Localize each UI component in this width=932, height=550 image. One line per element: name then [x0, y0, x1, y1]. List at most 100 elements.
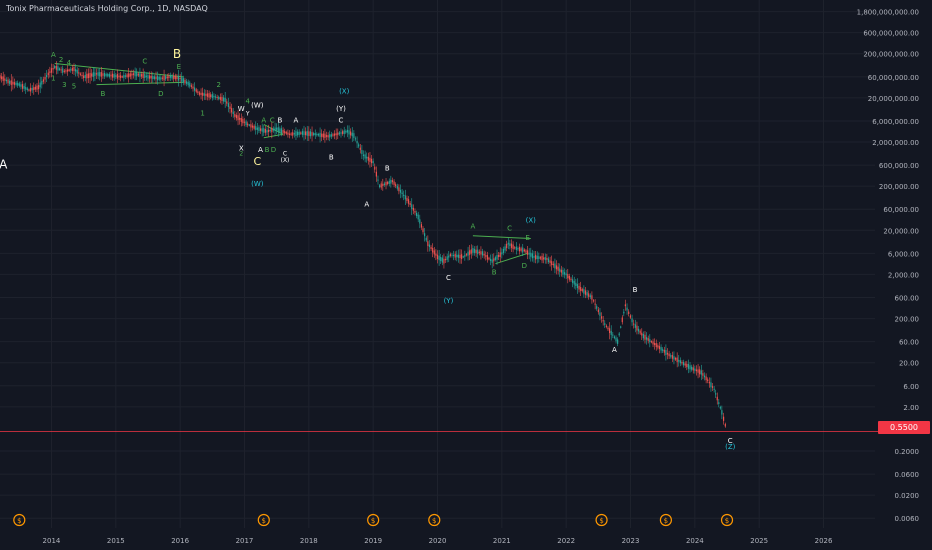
dividend-icon[interactable]: $: [13, 513, 26, 527]
candle-body: [54, 65, 56, 69]
candle-body: [536, 255, 538, 259]
candle-body: [452, 254, 455, 257]
dividend-icon[interactable]: $: [720, 513, 734, 527]
candle-body: [187, 81, 189, 86]
candle-body: [498, 254, 500, 257]
trendline: [54, 63, 184, 78]
candle-body: [506, 243, 508, 249]
candle-body: [205, 93, 207, 96]
candle-body: [526, 250, 529, 255]
dividend-icon[interactable]: $: [257, 513, 270, 527]
candle-body: [256, 127, 258, 130]
candle-body: [554, 263, 556, 269]
wave-label: A: [0, 158, 8, 172]
wave-label: (X): [281, 157, 290, 164]
candle-body: [624, 304, 626, 307]
candle-body: [578, 285, 580, 290]
candle-body: [210, 94, 212, 98]
candle-body: [633, 323, 635, 325]
candle-body: [324, 133, 326, 138]
candle-body: [25, 86, 27, 90]
candle-body: [140, 74, 143, 77]
candle-body: [478, 251, 480, 254]
wave-label: A: [612, 346, 617, 354]
candle-body: [615, 337, 617, 342]
dividend-icon[interactable]: $: [595, 513, 608, 527]
candle-body: [9, 80, 11, 84]
candle-body: [518, 246, 521, 252]
candle-body: [366, 156, 368, 159]
candle-body: [464, 254, 466, 257]
dividend-icon[interactable]: $: [659, 513, 673, 527]
candle-body: [189, 82, 191, 87]
candle-body: [266, 130, 268, 133]
candle-body: [502, 248, 505, 253]
y-tick-label: 200,000.00: [879, 183, 919, 191]
price-axis: 1,800,000,000.00 600,000,000.00 200,000,00…: [857, 9, 919, 524]
candle-body: [446, 256, 448, 260]
wave-label: C: [339, 117, 344, 125]
wave-label: B: [277, 117, 282, 125]
candle-body: [356, 140, 358, 144]
candle-body: [214, 96, 217, 98]
dividend-icon[interactable]: $: [367, 513, 380, 527]
candle-body: [179, 77, 181, 79]
candle-body: [157, 75, 159, 81]
candle-body: [288, 133, 291, 135]
candle-body: [650, 341, 653, 343]
wave-label: (X): [526, 217, 537, 225]
candle-body: [259, 128, 262, 131]
candle-body: [551, 261, 553, 266]
candle-body: [559, 268, 561, 272]
candle-body: [295, 131, 297, 137]
candle-body: [255, 126, 257, 130]
candle-body: [663, 349, 665, 353]
candle-body: [385, 181, 387, 186]
candle-body: [62, 68, 64, 73]
candle-body: [697, 369, 699, 373]
candle-body: [658, 346, 661, 350]
wave-label: X: [239, 144, 244, 152]
wave-label: (Y): [336, 105, 346, 113]
trendline: [263, 133, 284, 139]
candle-body: [713, 388, 715, 390]
candle-body: [547, 258, 550, 263]
candle-body: [560, 269, 562, 273]
candle-body: [87, 73, 90, 79]
y-tick-label: 20.00: [899, 360, 919, 368]
candle-body: [515, 246, 517, 250]
candle-body: [406, 197, 408, 201]
trendline: [495, 252, 528, 265]
candle-body: [718, 402, 720, 404]
candle-body: [470, 249, 472, 254]
candle-body: [245, 121, 247, 126]
candle-body: [459, 254, 461, 259]
candle-body: [425, 237, 427, 241]
candle-body: [396, 185, 398, 189]
candle-body: [76, 69, 78, 74]
candle-body: [327, 135, 329, 138]
candle-body: [123, 75, 125, 78]
candle-body: [570, 278, 572, 281]
candle-body: [420, 224, 423, 228]
candle-body: [57, 66, 59, 71]
candle-body: [303, 131, 305, 136]
dividend-icon[interactable]: $: [428, 513, 441, 527]
candle-body: [111, 73, 114, 78]
candle-body: [699, 369, 701, 375]
candle-body: [691, 366, 693, 370]
candle-body: [224, 97, 226, 102]
candle-body: [461, 254, 463, 260]
candle-body: [15, 82, 17, 85]
candle-body: [309, 131, 312, 137]
candle-body: [674, 357, 677, 360]
candle-body: [496, 254, 498, 260]
x-tick-label: 2025: [750, 537, 768, 545]
candle-body: [549, 260, 551, 263]
candle-body: [543, 257, 545, 260]
candle-body: [642, 334, 644, 339]
candle-body: [580, 287, 582, 291]
candle-body: [92, 72, 94, 77]
candle-body: [168, 76, 170, 79]
